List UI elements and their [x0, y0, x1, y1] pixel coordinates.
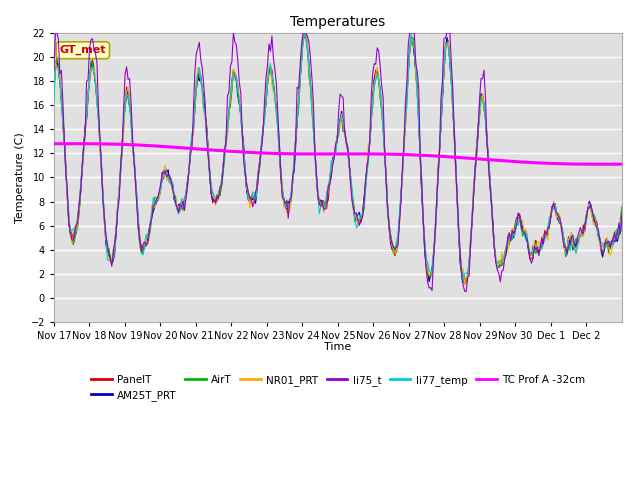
- X-axis label: Time: Time: [324, 342, 351, 352]
- Text: GT_met: GT_met: [60, 45, 106, 55]
- Legend: PanelT, AM25T_PRT, AirT, NR01_PRT, li75_t, li77_temp, TC Prof A -32cm: PanelT, AM25T_PRT, AirT, NR01_PRT, li75_…: [87, 371, 589, 405]
- Title: Temperatures: Temperatures: [291, 15, 385, 29]
- Y-axis label: Temperature (C): Temperature (C): [15, 132, 25, 223]
